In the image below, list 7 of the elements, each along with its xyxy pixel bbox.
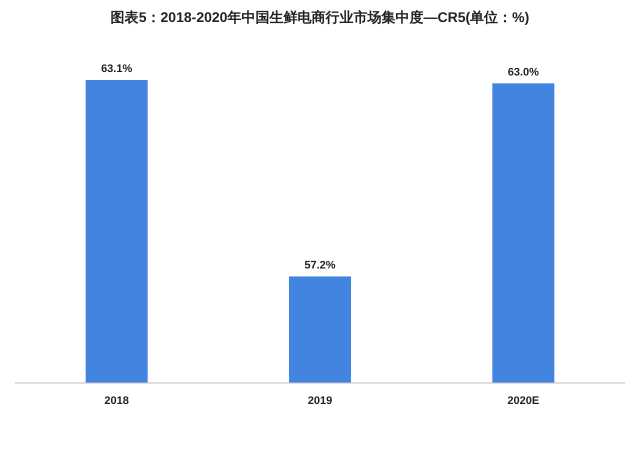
x-tick-label: 2020E: [507, 395, 540, 407]
x-tick-label: 2019: [308, 395, 332, 407]
x-tick-label: 2018: [104, 395, 129, 407]
chart-title: 图表5：2018-2020年中国生鲜电商行业市场集中度—CR5(单位：%): [110, 9, 530, 25]
data-label: 63.0%: [508, 66, 540, 78]
data-label: 57.2%: [304, 259, 336, 272]
data-label: 63.1%: [101, 63, 132, 75]
